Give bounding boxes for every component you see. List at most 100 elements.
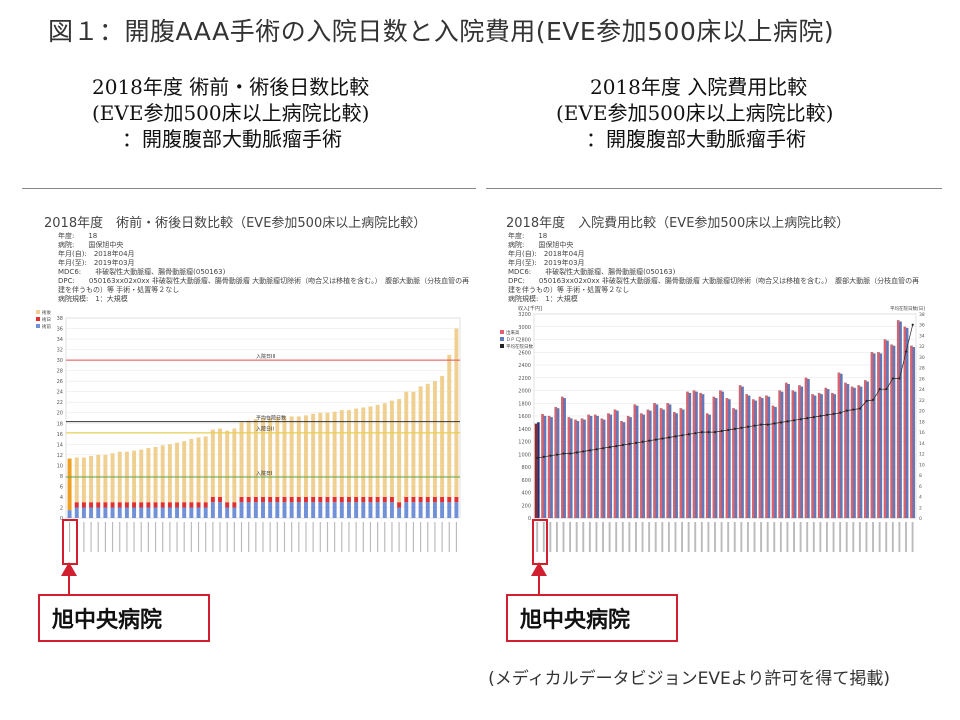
left-bar-segment — [289, 496, 294, 503]
right-x-tick-label — [826, 522, 828, 552]
left-bar-segment — [146, 507, 151, 518]
left-x-tick-label — [405, 522, 407, 552]
right-bar — [600, 418, 604, 519]
left-bar-segment — [339, 502, 344, 518]
right-bar — [686, 391, 689, 519]
left-bar-segment — [253, 419, 258, 497]
left-x-tick-label — [398, 522, 400, 552]
right-bar — [745, 394, 749, 519]
left-y-tick-label: 18 — [57, 421, 63, 427]
left-y-tick-label: 24 — [57, 390, 63, 396]
left-bar-segment — [160, 502, 165, 508]
left-bar-segment — [182, 441, 187, 503]
right-bar — [609, 414, 613, 519]
left-bar-segment — [432, 381, 437, 497]
left-bar-segment — [74, 457, 79, 503]
left-x-tick-label — [119, 522, 121, 552]
right-bar — [844, 382, 847, 519]
left-x-tick-label — [412, 522, 415, 552]
right-line-series — [537, 324, 914, 459]
left-bar-segment — [304, 415, 308, 497]
right-line-point — [687, 433, 690, 436]
left-y-tick-label: 2 — [60, 505, 63, 511]
right-y2-tick-label: 22 — [919, 398, 925, 404]
right-bar — [721, 391, 725, 519]
right-line-point — [674, 435, 677, 438]
right-y2-tick-label: 14 — [919, 441, 925, 447]
left-y-tick-label: 36 — [57, 327, 63, 333]
right-bar — [556, 408, 560, 519]
right-line-point — [760, 423, 763, 426]
right-line-point — [555, 453, 559, 456]
left-bar-segment — [447, 502, 452, 518]
left-bar-segment — [261, 496, 265, 503]
right-line-point — [549, 454, 552, 457]
right-bar — [695, 391, 698, 519]
right-x-tick-label — [786, 522, 789, 552]
left-bar-segment — [304, 496, 308, 503]
right-bar — [853, 387, 856, 519]
right-bar — [813, 395, 817, 519]
left-bar-segment — [160, 507, 165, 518]
right-x-tick-label — [746, 522, 749, 552]
left-bar-segment — [382, 403, 387, 497]
left-x-tick-label — [219, 522, 221, 552]
left-chart-meta-line: 建を伴うもの）等 手術・処置等２なし — [58, 286, 180, 294]
right-x-tick-label — [852, 522, 855, 552]
right-x-tick-label — [608, 522, 611, 552]
left-legend-label: 術後 — [42, 309, 51, 316]
right-bar — [774, 406, 777, 519]
left-bar-segment — [432, 502, 437, 518]
right-line-point — [878, 388, 881, 391]
right-x-tick-label — [845, 522, 848, 552]
left-bar-segment — [354, 496, 359, 503]
left-bar-segment — [124, 507, 129, 518]
right-heading-line-2: (EVE参加500床以上病院比較) — [556, 101, 834, 125]
right-y2-tick-label: 2 — [919, 505, 922, 511]
left-bar-segment — [311, 413, 316, 497]
right-line-point — [740, 426, 743, 429]
right-y2-tick-label: 0 — [919, 516, 922, 522]
left-x-tick-label — [111, 522, 114, 552]
right-bar — [563, 398, 566, 519]
left-bar-segment — [132, 450, 137, 503]
left-bar-segment — [196, 502, 201, 508]
right-bar — [765, 395, 768, 519]
left-bar-segment — [261, 502, 265, 518]
right-bar — [758, 396, 762, 519]
right-line-point — [588, 449, 592, 452]
right-x-tick-label — [740, 522, 743, 552]
left-x-tick-label — [326, 522, 329, 552]
right-bar — [596, 415, 599, 519]
left-bar-segment — [89, 502, 94, 508]
right-bar — [640, 413, 643, 519]
left-bar-segment — [425, 383, 430, 497]
right-x-tick-label — [667, 522, 670, 552]
left-bar-segment — [454, 328, 459, 497]
left-bar-segment — [89, 455, 94, 503]
right-line-point — [905, 350, 908, 353]
right-bar — [719, 390, 722, 519]
left-bar-segment — [182, 502, 187, 508]
left-divider — [22, 188, 476, 189]
left-x-tick-label — [427, 522, 429, 552]
right-y2-tick-label: 38 — [919, 312, 925, 318]
left-bar-segment — [81, 502, 86, 508]
left-x-tick-label — [377, 522, 379, 552]
left-x-tick-label — [169, 522, 171, 552]
left-bar-segment — [210, 429, 215, 497]
right-legend-label: 出来高 — [506, 329, 520, 336]
left-bar-segment — [318, 412, 323, 497]
right-bar — [912, 347, 916, 519]
left-bar-segment — [175, 502, 180, 508]
right-bar — [725, 398, 729, 519]
right-bar — [701, 394, 705, 519]
right-line-point — [628, 442, 631, 446]
left-bar-segment — [311, 502, 316, 518]
right-legend-swatch — [500, 337, 504, 341]
right-x-tick-label — [536, 522, 539, 552]
right-line-point — [536, 456, 539, 459]
left-y-tick-label: 38 — [57, 316, 63, 322]
right-bar — [673, 412, 676, 519]
right-y-tick-label: 200 — [521, 503, 531, 509]
